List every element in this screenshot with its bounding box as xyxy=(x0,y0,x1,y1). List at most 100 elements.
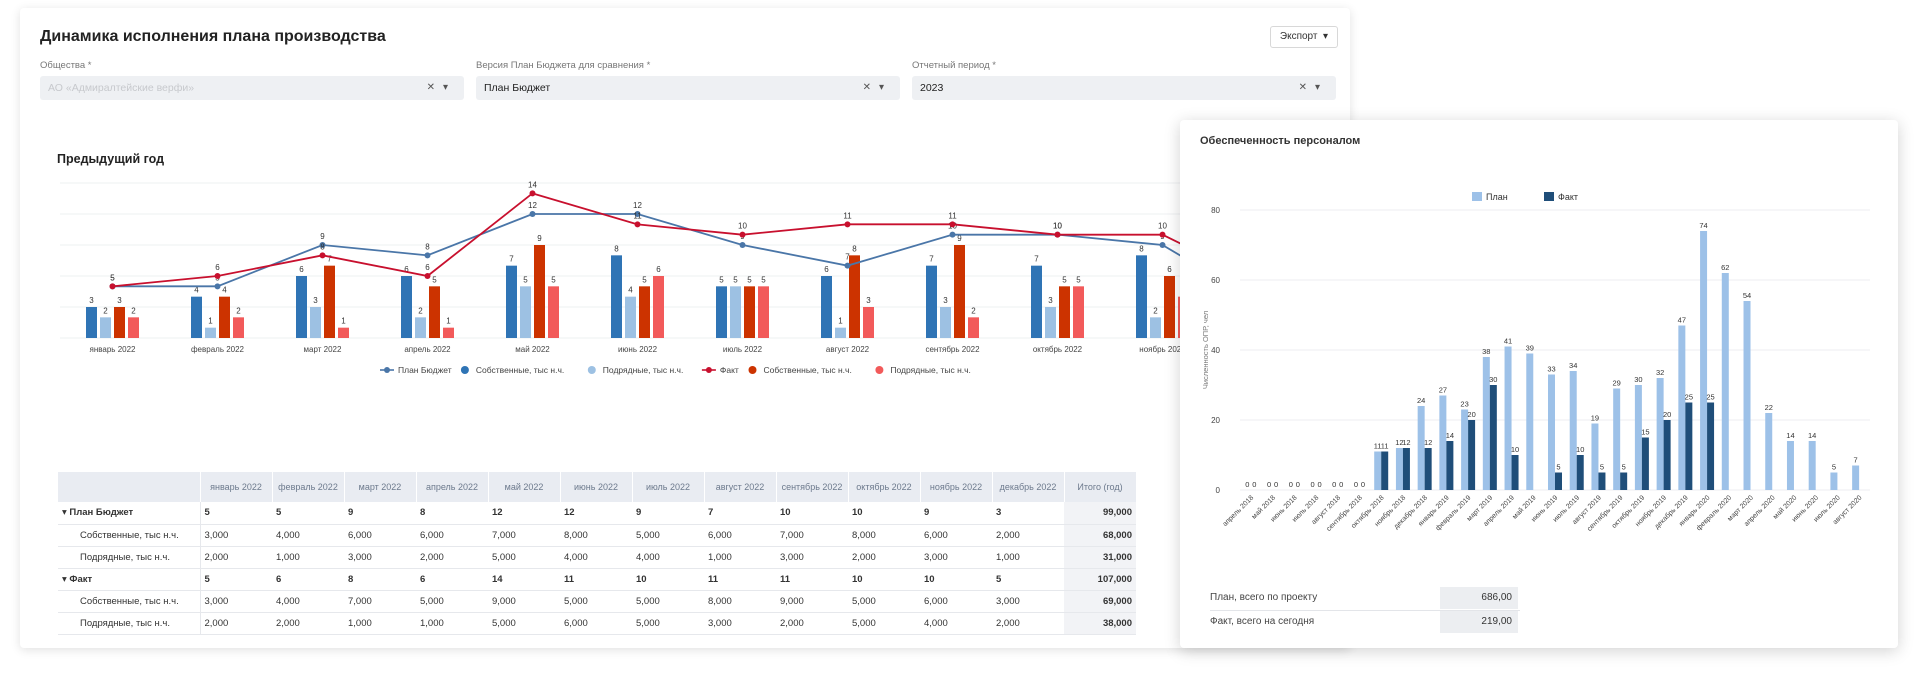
bar[interactable] xyxy=(716,286,727,338)
company-select[interactable]: АО «Адмиралтейские верфи» ✕▾ xyxy=(40,76,464,100)
chevron-down-icon[interactable]: ▾ xyxy=(442,82,456,93)
bar[interactable] xyxy=(821,276,832,338)
line-point[interactable] xyxy=(949,231,956,238)
bar[interactable] xyxy=(296,276,307,338)
bar[interactable] xyxy=(758,286,769,338)
bar[interactable] xyxy=(1136,255,1147,338)
bar[interactable] xyxy=(506,265,517,338)
bar[interactable] xyxy=(1381,451,1389,491)
bar[interactable] xyxy=(191,296,202,338)
bar[interactable] xyxy=(114,307,125,338)
legend-label[interactable]: Подрядные, тыс н.ч. xyxy=(603,365,684,375)
bar[interactable] xyxy=(324,265,335,338)
bar[interactable] xyxy=(1439,395,1447,491)
legend-label[interactable]: Собственные, тыс н.ч. xyxy=(764,365,852,375)
column-header[interactable]: Итого (год) xyxy=(1064,472,1137,502)
bar[interactable] xyxy=(1424,448,1432,490)
clear-icon[interactable]: ✕ xyxy=(426,82,443,93)
bar[interactable] xyxy=(744,286,755,338)
bar[interactable] xyxy=(926,265,937,338)
bar[interactable] xyxy=(1504,346,1512,491)
chevron-down-icon[interactable]: ▾ xyxy=(1314,82,1328,93)
bar[interactable] xyxy=(849,255,860,338)
bar[interactable] xyxy=(1569,371,1577,490)
bar[interactable] xyxy=(1548,374,1555,491)
legend-label[interactable]: Факт xyxy=(1558,192,1578,202)
bar[interactable] xyxy=(1613,388,1621,491)
bar[interactable] xyxy=(1446,441,1454,490)
bar[interactable] xyxy=(310,307,321,338)
bar[interactable] xyxy=(1526,353,1534,491)
bar[interactable] xyxy=(1461,409,1469,491)
bar[interactable] xyxy=(1765,413,1773,490)
clear-icon[interactable]: ✕ xyxy=(862,82,879,93)
line-point[interactable] xyxy=(634,211,641,217)
line-point[interactable] xyxy=(319,252,326,259)
column-header[interactable]: май 2022 xyxy=(488,472,561,502)
row-label[interactable]: ▾ Факт xyxy=(58,568,201,591)
bar[interactable] xyxy=(1641,437,1649,491)
bar[interactable] xyxy=(1656,378,1664,490)
bar[interactable] xyxy=(1743,301,1751,490)
column-header[interactable]: июнь 2022 xyxy=(560,472,633,502)
bar[interactable] xyxy=(429,286,440,338)
bar[interactable] xyxy=(415,317,426,338)
bar[interactable] xyxy=(1374,451,1382,491)
bar[interactable] xyxy=(233,317,244,338)
bar[interactable] xyxy=(1511,455,1519,490)
bar[interactable] xyxy=(1830,472,1838,491)
column-header[interactable]: январь 2022 xyxy=(200,472,273,502)
bar[interactable] xyxy=(86,307,97,338)
line-point[interactable] xyxy=(214,273,221,279)
bar[interactable] xyxy=(219,296,230,338)
bar[interactable] xyxy=(401,276,412,338)
bar[interactable] xyxy=(1150,317,1161,338)
line-point[interactable] xyxy=(424,273,431,279)
bar[interactable] xyxy=(1707,402,1715,491)
bar[interactable] xyxy=(1808,441,1816,490)
line-point[interactable] xyxy=(1159,231,1166,238)
line-point[interactable] xyxy=(739,231,746,238)
line-point[interactable] xyxy=(739,242,746,248)
legend-label[interactable]: Подрядные, тыс н.ч. xyxy=(890,365,971,375)
bar[interactable] xyxy=(534,245,545,338)
bar[interactable] xyxy=(1555,472,1562,491)
bar[interactable] xyxy=(1417,406,1425,490)
legend-label[interactable]: План xyxy=(1486,192,1508,202)
bar[interactable] xyxy=(1663,420,1671,490)
line-point[interactable] xyxy=(109,283,116,290)
legend-label[interactable]: Собственные, тыс н.ч. xyxy=(476,365,564,375)
bar[interactable] xyxy=(338,327,349,338)
line-point[interactable] xyxy=(844,262,851,269)
bar[interactable] xyxy=(968,317,979,338)
line-point[interactable] xyxy=(1054,231,1061,238)
bar[interactable] xyxy=(100,317,111,338)
bar[interactable] xyxy=(653,276,664,338)
bar[interactable] xyxy=(1786,441,1794,490)
bar[interactable] xyxy=(1598,472,1606,491)
bar[interactable] xyxy=(1395,448,1403,490)
bar[interactable] xyxy=(611,255,622,338)
bar[interactable] xyxy=(1634,385,1642,490)
column-header[interactable]: ноябрь 2022 xyxy=(920,472,993,502)
line-point[interactable] xyxy=(529,211,536,217)
bar[interactable] xyxy=(1482,357,1490,490)
bar[interactable] xyxy=(1031,265,1042,338)
bar[interactable] xyxy=(730,286,741,338)
column-header[interactable]: апрель 2022 xyxy=(416,472,489,502)
bar[interactable] xyxy=(625,296,636,338)
budget-version-select[interactable]: План Бюджет ✕▾ xyxy=(476,76,900,100)
period-select[interactable]: 2023 ✕▾ xyxy=(912,76,1336,100)
bar[interactable] xyxy=(1402,448,1410,490)
column-header[interactable]: февраль 2022 xyxy=(272,472,345,502)
row-label[interactable]: ▾ План Бюджет xyxy=(58,502,201,525)
bar[interactable] xyxy=(954,245,965,338)
column-header[interactable]: октябрь 2022 xyxy=(848,472,921,502)
line-point[interactable] xyxy=(844,221,851,228)
column-header[interactable]: август 2022 xyxy=(704,472,777,502)
bar[interactable] xyxy=(1620,472,1628,491)
bar[interactable] xyxy=(520,286,531,338)
bar[interactable] xyxy=(1685,402,1693,491)
chevron-down-icon[interactable]: ▾ xyxy=(878,82,892,93)
bar[interactable] xyxy=(443,327,454,338)
